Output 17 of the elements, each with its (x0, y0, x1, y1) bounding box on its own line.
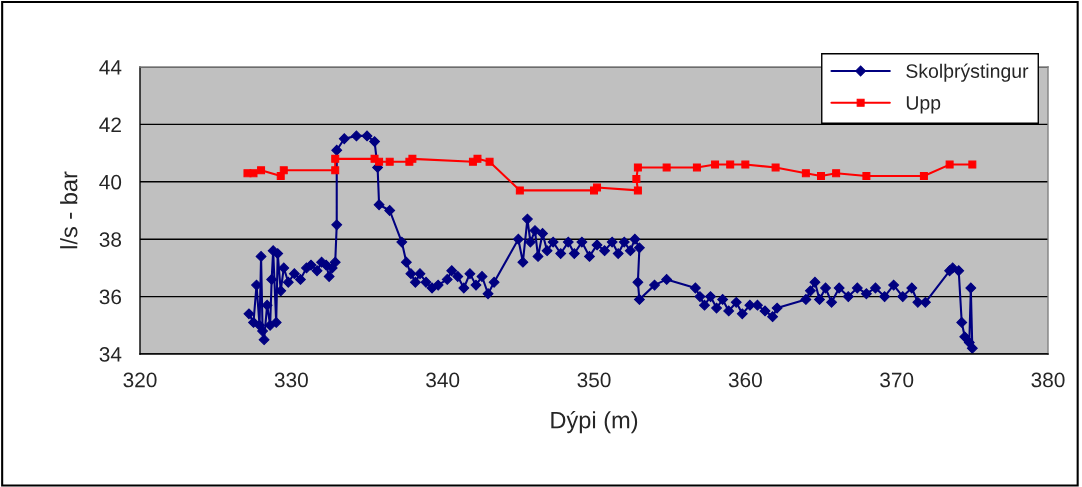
legend-label: Upp (906, 96, 941, 114)
y-axis-title: l/s - bar (60, 171, 78, 249)
x-tick-label: 340 (426, 372, 460, 388)
x-tick-label: 330 (274, 372, 308, 388)
x-tick-label: 320 (123, 372, 157, 388)
y-tick-label: 38 (99, 232, 122, 247)
x-tick-label: 350 (577, 372, 611, 388)
y-tick-label: 42 (99, 117, 121, 132)
legend-label: Skolþrýstingur (906, 63, 1029, 82)
y-tick-label: 34 (99, 347, 122, 362)
x-tick-label: 380 (1031, 372, 1065, 388)
x-tick-label: 360 (728, 372, 762, 388)
y-tick-label: 36 (99, 289, 122, 305)
y-tick-label: 44 (99, 60, 122, 75)
x-axis-title: Dýpi (m) (551, 410, 638, 434)
y-tick-label: 40 (99, 174, 122, 190)
x-tick-label: 370 (880, 372, 914, 388)
